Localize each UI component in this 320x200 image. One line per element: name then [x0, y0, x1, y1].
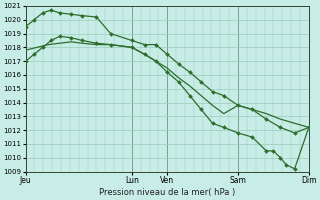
- X-axis label: Pression niveau de la mer( hPa ): Pression niveau de la mer( hPa ): [99, 188, 235, 197]
